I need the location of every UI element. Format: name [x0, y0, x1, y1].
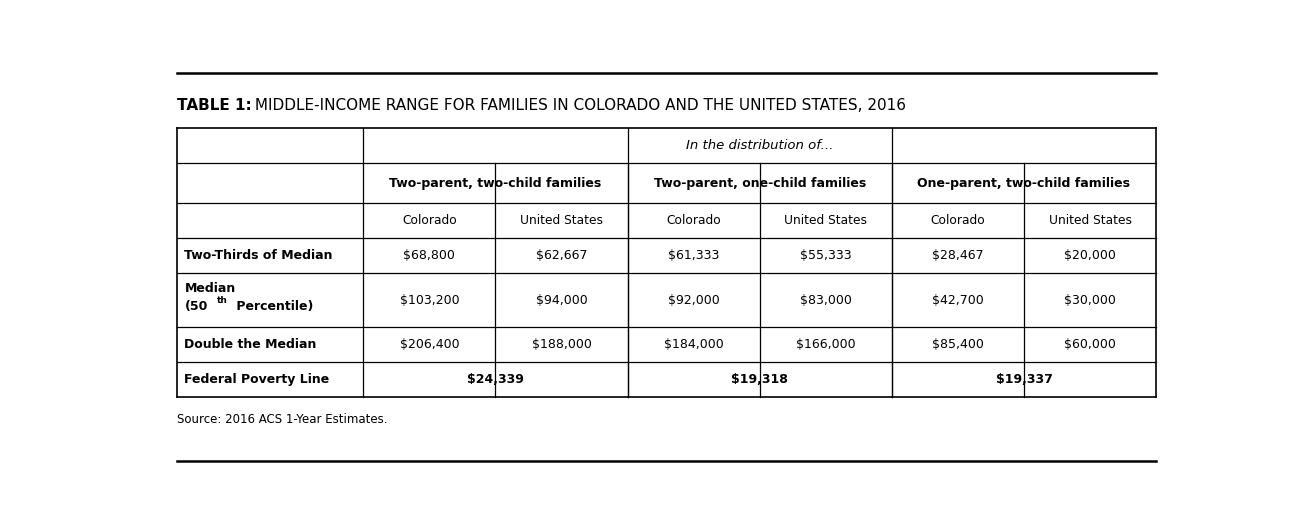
Text: $30,000: $30,000 — [1064, 294, 1116, 307]
Text: Colorado: Colorado — [666, 214, 720, 227]
Text: In the distribution of...: In the distribution of... — [687, 139, 833, 152]
Text: Two-parent, two-child families: Two-parent, two-child families — [389, 177, 601, 189]
Text: $94,000: $94,000 — [536, 294, 588, 307]
Text: $184,000: $184,000 — [663, 338, 723, 351]
Text: (50: (50 — [184, 300, 208, 313]
Text: United States: United States — [784, 214, 867, 227]
Text: Federal Poverty Line: Federal Poverty Line — [184, 373, 330, 386]
Text: $92,000: $92,000 — [667, 294, 719, 307]
Text: $42,700: $42,700 — [932, 294, 984, 307]
Text: $68,800: $68,800 — [404, 249, 456, 262]
Text: $28,467: $28,467 — [932, 249, 984, 262]
Text: $62,667: $62,667 — [536, 249, 587, 262]
Text: th: th — [217, 296, 227, 305]
Text: MIDDLE-INCOME RANGE FOR FAMILIES IN COLORADO AND THE UNITED STATES, 2016: MIDDLE-INCOME RANGE FOR FAMILIES IN COLO… — [249, 98, 906, 113]
Text: Median: Median — [184, 282, 236, 295]
Text: $166,000: $166,000 — [796, 338, 855, 351]
Text: $24,339: $24,339 — [467, 373, 524, 386]
Text: $206,400: $206,400 — [400, 338, 459, 351]
Text: Two-Thirds of Median: Two-Thirds of Median — [184, 249, 332, 262]
Text: $60,000: $60,000 — [1064, 338, 1116, 351]
Text: Two-parent, one-child families: Two-parent, one-child families — [654, 177, 866, 189]
Text: Colorado: Colorado — [402, 214, 457, 227]
Text: $19,337: $19,337 — [996, 373, 1053, 386]
Text: $83,000: $83,000 — [800, 294, 851, 307]
Text: $103,200: $103,200 — [400, 294, 459, 307]
Text: $20,000: $20,000 — [1064, 249, 1116, 262]
Text: $19,318: $19,318 — [731, 373, 788, 386]
Text: Source: 2016 ACS 1-Year Estimates.: Source: 2016 ACS 1-Year Estimates. — [178, 413, 388, 426]
Text: Percentile): Percentile) — [231, 300, 313, 313]
Text: One-parent, two-child families: One-parent, two-child families — [918, 177, 1131, 189]
Text: United States: United States — [1049, 214, 1132, 227]
Text: $85,400: $85,400 — [932, 338, 984, 351]
Text: $61,333: $61,333 — [668, 249, 719, 262]
Text: $55,333: $55,333 — [800, 249, 851, 262]
Text: TABLE 1:: TABLE 1: — [178, 98, 252, 113]
Text: $188,000: $188,000 — [532, 338, 592, 351]
Text: Colorado: Colorado — [931, 214, 985, 227]
Text: Double the Median: Double the Median — [184, 338, 317, 351]
Text: United States: United States — [520, 214, 604, 227]
